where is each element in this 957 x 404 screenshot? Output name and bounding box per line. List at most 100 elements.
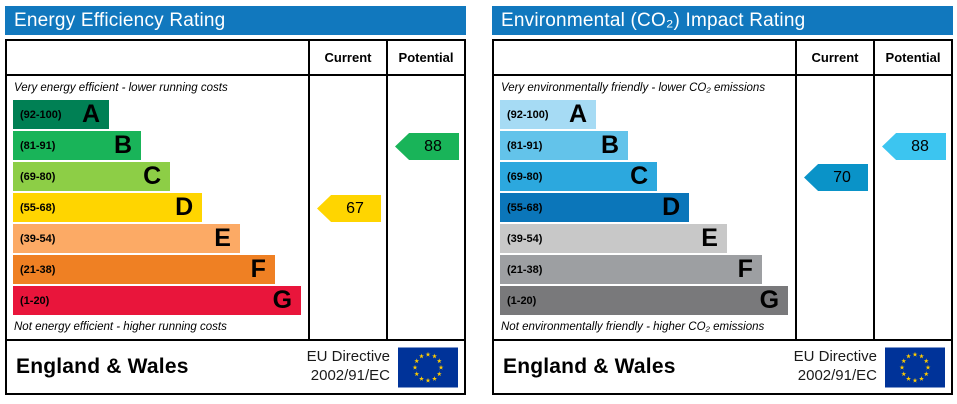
band-g: (1-20) G	[500, 286, 789, 315]
band-g-letter: G	[272, 286, 293, 314]
eu-flag-icon	[398, 347, 458, 387]
band-row-g: (1-20) G	[500, 286, 791, 317]
band-row-d: (55-68) D	[500, 193, 791, 224]
band-b-range: (81-91)	[20, 139, 56, 152]
band-c: (69-80) C	[13, 162, 171, 191]
band-f-letter: F	[737, 255, 753, 283]
potential-rating-arrow: 88	[882, 133, 946, 160]
bottom-note: Not energy efficient - higher running co…	[14, 321, 227, 333]
band-d-letter: D	[662, 193, 681, 221]
band-a-range: (92-100)	[507, 108, 549, 121]
potential-column: 88	[873, 76, 951, 339]
eu-directive-label: EU Directive 2002/91/EC	[794, 348, 885, 386]
eu-directive-line2: 2002/91/EC	[797, 367, 877, 384]
bottom-note: Not environmentally friendly - higher CO…	[501, 321, 765, 333]
band-c-letter: C	[630, 162, 649, 190]
region-label: England & Wales	[16, 355, 189, 378]
environmental-impact-title: Environmental (CO₂) Impact Rating	[492, 6, 953, 35]
energy-efficiency-panel: Energy Efficiency Rating Current Potenti…	[5, 6, 466, 395]
band-row-a: (92-100) A	[500, 100, 791, 131]
band-a-range: (92-100)	[20, 108, 62, 121]
band-g: (1-20) G	[13, 286, 302, 315]
band-d-range: (55-68)	[507, 201, 543, 214]
potential-rating-arrow: 88	[395, 133, 459, 160]
eu-directive-line1: EU Directive	[793, 348, 877, 366]
band-f-letter: F	[250, 255, 266, 283]
eu-flag-icon	[885, 347, 945, 387]
band-g-letter: G	[759, 286, 780, 314]
band-row-e: (39-54) E	[13, 224, 304, 255]
band-row-b: (81-91) B	[13, 131, 304, 162]
band-row-e: (39-54) E	[500, 224, 791, 255]
band-e-letter: E	[701, 224, 718, 252]
chart-body: Very environmentally friendly - lower CO…	[494, 76, 951, 339]
band-b-letter: B	[600, 131, 620, 159]
eu-directive-label: EU Directive 2002/91/EC	[307, 348, 398, 386]
band-a-letter: A	[81, 100, 101, 128]
potential-rating-value: 88	[424, 137, 442, 155]
band-a: (92-100) A	[500, 100, 597, 129]
band-e-letter: E	[214, 224, 231, 252]
current-column: 70	[795, 76, 873, 339]
band-row-g: (1-20) G	[13, 286, 304, 317]
current-rating-value: 70	[833, 168, 851, 186]
header-spacer	[7, 41, 308, 74]
band-c: (69-80) C	[500, 162, 658, 191]
chart-footer: England & Wales EU Directive 2002/91/EC	[7, 339, 464, 393]
current-column: 67	[308, 76, 386, 339]
eu-directive-line1: EU Directive	[306, 348, 390, 366]
band-a: (92-100) A	[13, 100, 110, 129]
environmental-impact-panel: Environmental (CO₂) Impact Rating Curren…	[492, 6, 953, 395]
potential-rating-value: 88	[911, 137, 929, 155]
band-c-letter: C	[143, 162, 162, 190]
band-b-letter: B	[113, 131, 133, 159]
band-row-c: (69-80) C	[500, 162, 791, 193]
band-f: (21-38) F	[500, 255, 762, 284]
top-note: Very energy efficient - lower running co…	[14, 82, 228, 94]
band-c-range: (69-80)	[20, 170, 56, 183]
band-f-range: (21-38)	[507, 263, 543, 276]
potential-column: 88	[386, 76, 464, 339]
band-f-range: (21-38)	[20, 263, 56, 276]
energy-efficiency-chart: Current Potential Very energy efficient …	[5, 39, 466, 395]
current-rating-arrow: 67	[317, 195, 381, 222]
band-e: (39-54) E	[13, 224, 240, 253]
region-label: England & Wales	[503, 355, 676, 378]
band-a-letter: A	[568, 100, 588, 128]
band-row-c: (69-80) C	[13, 162, 304, 193]
band-d-letter: D	[175, 193, 194, 221]
band-e-range: (39-54)	[507, 232, 543, 245]
band-row-f: (21-38) F	[13, 255, 304, 286]
band-row-b: (81-91) B	[500, 131, 791, 162]
eu-flag-stars	[899, 351, 931, 383]
band-b: (81-91) B	[500, 131, 629, 160]
band-e: (39-54) E	[500, 224, 727, 253]
current-rating-arrow: 70	[804, 164, 868, 191]
band-b-range: (81-91)	[507, 139, 543, 152]
band-f: (21-38) F	[13, 255, 275, 284]
band-d: (55-68) D	[500, 193, 690, 222]
band-g-range: (1-20)	[20, 294, 50, 307]
bands-area: Very environmentally friendly - lower CO…	[494, 76, 795, 339]
band-row-d: (55-68) D	[13, 193, 304, 224]
column-header-row: Current Potential	[494, 41, 951, 76]
band-b: (81-91) B	[13, 131, 142, 160]
band-e-range: (39-54)	[20, 232, 56, 245]
potential-column-header: Potential	[386, 41, 464, 74]
energy-efficiency-title: Energy Efficiency Rating	[5, 6, 466, 35]
current-column-header: Current	[308, 41, 386, 74]
band-row-f: (21-38) F	[500, 255, 791, 286]
header-spacer	[494, 41, 795, 74]
chart-body: Very energy efficient - lower running co…	[7, 76, 464, 339]
top-note: Very environmentally friendly - lower CO…	[501, 82, 766, 94]
band-g-range: (1-20)	[507, 294, 537, 307]
column-header-row: Current Potential	[7, 41, 464, 76]
band-c-range: (69-80)	[507, 170, 543, 183]
bands-area: Very energy efficient - lower running co…	[7, 76, 308, 339]
band-d-range: (55-68)	[20, 201, 56, 214]
current-rating-value: 67	[346, 199, 364, 217]
environmental-impact-chart: Current Potential Very environmentally f…	[492, 39, 953, 395]
band-d: (55-68) D	[13, 193, 203, 222]
potential-column-header: Potential	[873, 41, 951, 74]
